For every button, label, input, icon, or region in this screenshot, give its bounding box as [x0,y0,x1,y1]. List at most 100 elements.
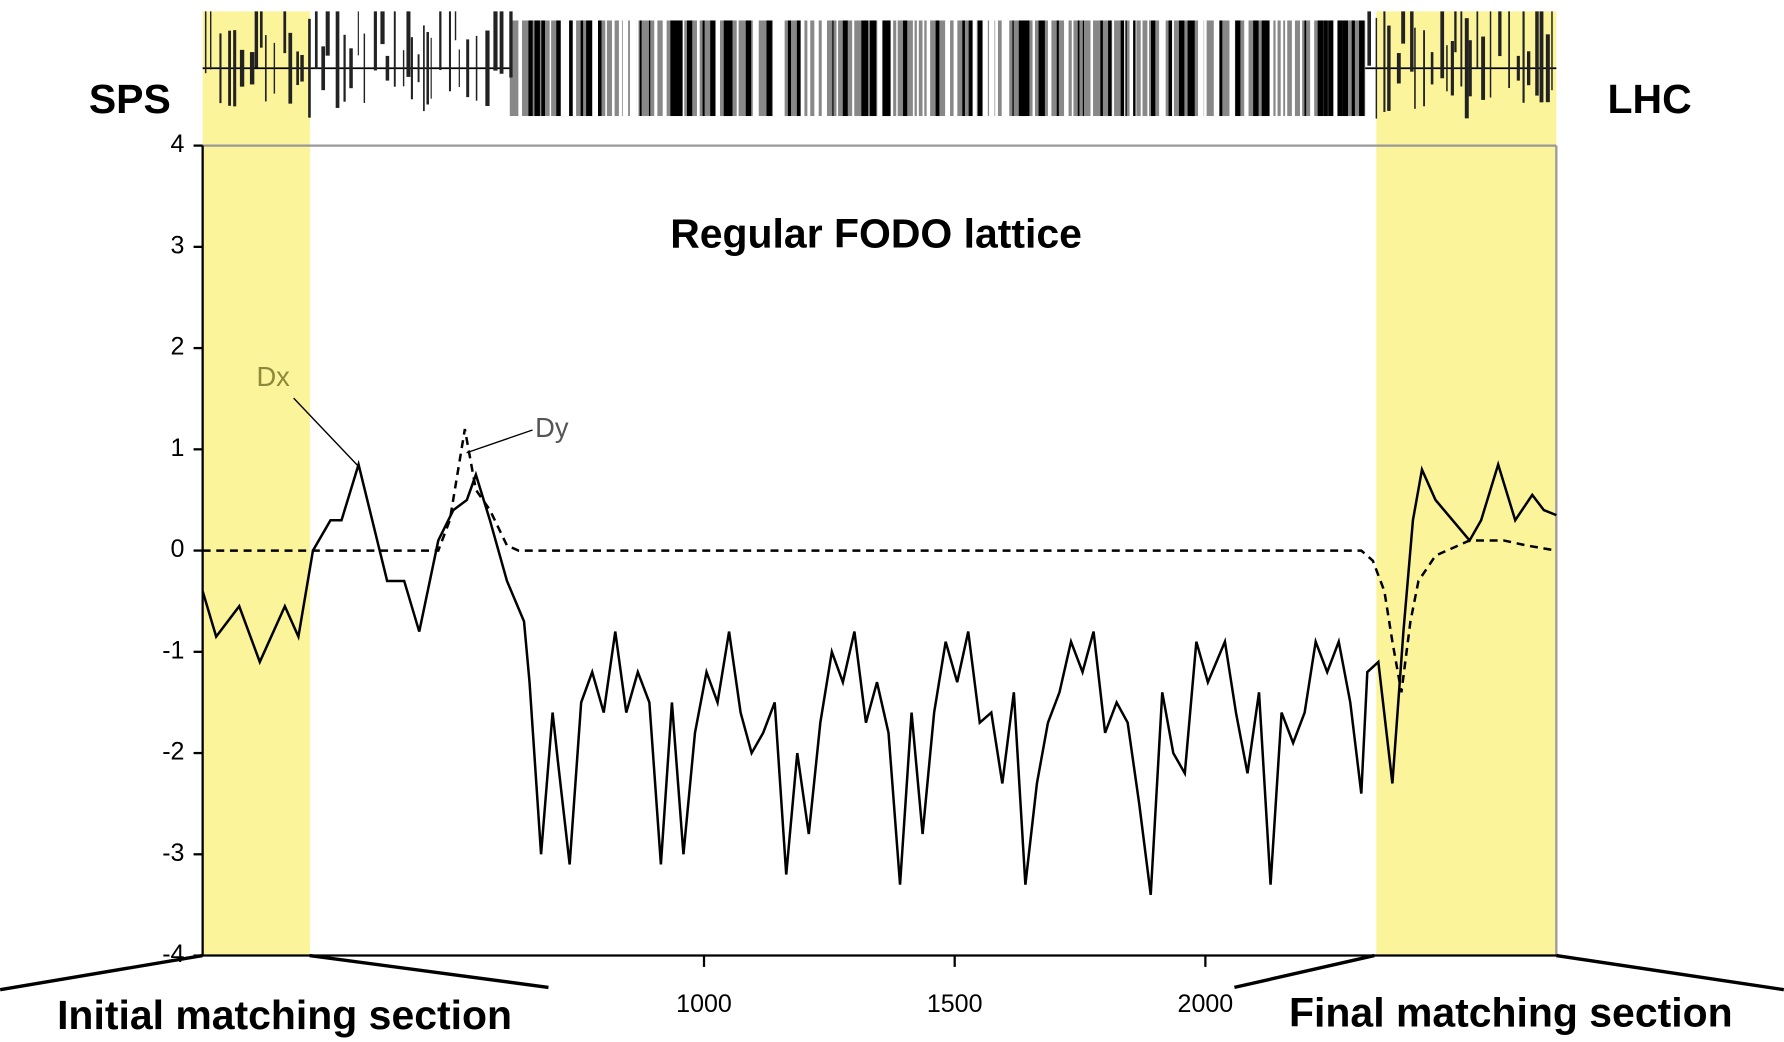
strip-element [219,33,222,104]
strip-element [1159,20,1166,117]
lattice-strip [202,11,1557,119]
strip-element [654,20,658,117]
y-tick-label: 4 [171,130,185,158]
strip-element [1229,20,1235,117]
strip-element [1001,20,1007,117]
strip-element [1280,20,1284,117]
strip-element [1005,20,1010,117]
strip-element [560,20,566,117]
strip-element [1375,17,1378,119]
strip-element [821,20,827,117]
strip-element [1213,20,1221,117]
strip-element [723,20,731,117]
strip-element [1071,20,1074,117]
strip-element [1032,20,1035,117]
strip-element [639,20,642,117]
strip-element [842,20,848,117]
strip-element [572,20,577,117]
y-tick-label: -2 [162,738,184,766]
strip-element [466,39,470,98]
strip-element [509,11,513,78]
strip-element [1481,36,1486,100]
strip-element [349,48,353,89]
strip-element [1367,11,1372,66]
strip-element [458,49,460,88]
strip-element [259,11,263,48]
strip-element [1112,20,1115,117]
strip-element [321,46,326,91]
strip-element [715,20,720,117]
strip-element [423,25,425,112]
y-tick-label: -4 [162,940,184,968]
strip-element [814,20,819,117]
strip-element [565,20,570,117]
y-tick-label: 2 [171,333,185,361]
strip-element [800,20,805,117]
right-end-label: LHC [1608,76,1692,122]
strip-element [363,33,366,103]
strip-element [204,11,207,74]
strip-element [499,11,504,74]
strip-element [1333,20,1338,117]
strip-element [1038,20,1045,117]
strip-element [1150,20,1156,117]
strip-element [1317,20,1324,117]
strip-element [1018,20,1024,117]
strip-element [1261,20,1267,117]
strip-element [1275,20,1278,117]
y-tick-label: -1 [162,636,184,664]
strip-element [1464,18,1469,119]
matching-region [202,11,310,956]
strip-element [887,20,893,117]
strip-element [1522,11,1525,103]
strip-element [935,20,940,117]
strip-element [228,30,231,106]
strip-element [273,42,276,94]
strip-element [1064,20,1069,117]
strip-element [696,20,700,117]
strip-element [629,20,637,117]
strip-element [926,20,931,117]
leader [1234,953,1375,990]
center-label: Regular FODO lattice [670,210,1082,256]
strip-element [1172,20,1174,117]
strip-element [233,30,237,107]
label-leader [293,397,359,467]
x-tick-label: 2000 [1178,990,1234,1018]
strip-element [485,30,490,106]
strip-element [1108,20,1112,117]
strip-element [1337,20,1343,117]
strip-element [676,20,683,117]
strip-element [569,20,576,117]
strip-element [475,35,478,101]
strip-element [1446,45,1448,92]
strip-element [385,55,390,81]
strip-element [1383,11,1386,112]
strip-element [454,11,457,41]
strip-element [406,11,411,77]
strip-element [1133,20,1136,117]
strip-element [335,11,340,108]
strip-element [1342,20,1348,117]
strip-element [736,20,739,117]
y-tick-label: -3 [162,839,184,867]
strip-element [1012,20,1014,117]
strip-element [239,49,245,87]
strip-element [264,35,267,102]
strip-element [825,20,827,117]
leader [0,953,203,992]
strip-element [393,11,396,87]
strip-element [314,11,318,70]
strip-element [541,20,546,117]
strip-element [605,20,607,117]
strip-element [772,20,780,117]
strip-element [586,20,593,117]
strip-element [300,54,304,82]
strip-element [209,11,212,70]
strip-element [612,20,615,117]
strip-element [528,20,533,117]
strip-element [989,20,995,117]
strip-element [448,11,452,92]
strip-element [756,20,759,117]
strip-element [556,20,564,117]
